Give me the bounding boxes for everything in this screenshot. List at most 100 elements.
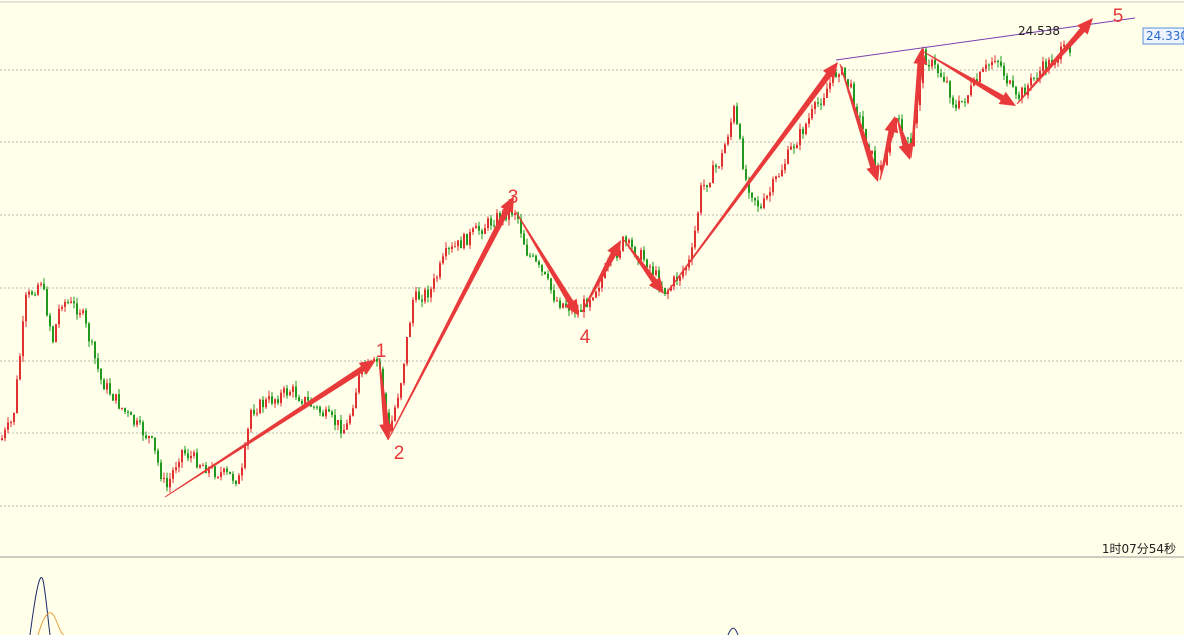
candle-body: [382, 368, 384, 394]
candle-body: [82, 310, 84, 313]
wave-arrows: [164, 18, 1093, 498]
candle-body: [817, 102, 819, 104]
arrow: [839, 63, 880, 182]
candle-body: [19, 356, 21, 380]
candle-body: [451, 246, 453, 250]
candle-body: [712, 165, 714, 184]
candle-body: [958, 100, 960, 109]
candle-body: [1021, 87, 1023, 99]
candle-body: [418, 291, 420, 300]
candle-body: [7, 422, 9, 430]
candle-body: [634, 247, 636, 257]
candle-body: [460, 240, 462, 249]
candle-body: [322, 412, 324, 417]
candle-body: [910, 138, 912, 147]
candle-body: [805, 123, 807, 135]
candle-body: [685, 267, 687, 271]
candle-body: [967, 95, 969, 103]
candle-body: [115, 394, 117, 401]
candle-body: [472, 228, 474, 232]
candle-body: [760, 206, 762, 208]
candle-body: [181, 449, 183, 463]
candle-body: [331, 411, 333, 415]
candle-body: [235, 480, 237, 484]
candle-body: [130, 412, 132, 415]
candle-body: [700, 185, 702, 213]
candle-body: [1048, 59, 1050, 71]
candle-body: [673, 276, 675, 287]
candle-body: [964, 101, 966, 103]
candle-body: [268, 396, 270, 400]
candle-body: [655, 270, 657, 275]
candle-body: [925, 49, 927, 65]
candle-body: [496, 213, 498, 227]
candle-body: [766, 195, 768, 199]
candle-body: [427, 289, 429, 298]
candle-body: [961, 100, 963, 102]
candle-body: [196, 452, 198, 468]
candle-body: [556, 300, 558, 302]
candle-body: [727, 136, 729, 145]
candle-body: [373, 358, 375, 361]
candle-body: [232, 473, 234, 481]
candle-body: [178, 462, 180, 468]
candle-body: [865, 128, 867, 145]
candle-body: [274, 399, 276, 404]
candle-body: [928, 64, 930, 67]
arrow: [879, 116, 899, 181]
candle-body: [205, 465, 207, 474]
candle-body: [442, 256, 444, 264]
candle-body: [652, 266, 654, 275]
candle-body: [25, 294, 27, 322]
candle-body: [376, 358, 378, 362]
candle-body: [487, 218, 489, 228]
candle-body: [784, 163, 786, 171]
candle-body: [223, 468, 225, 473]
candle-body: [160, 462, 162, 480]
candle-body: [598, 287, 600, 292]
candle-body: [898, 118, 900, 120]
candle-body: [4, 429, 6, 439]
candle-body: [304, 396, 306, 404]
candle-body: [856, 106, 858, 116]
arrow: [923, 51, 1016, 106]
candle-body: [976, 79, 978, 82]
candle-body: [751, 192, 753, 198]
candle-body: [46, 289, 48, 316]
candle-body: [880, 165, 882, 171]
indicator-curve: [727, 627, 739, 635]
candle-body: [1012, 80, 1014, 87]
candle-body: [151, 436, 153, 438]
candle-body: [1030, 77, 1032, 86]
candle-body: [16, 379, 18, 413]
candle-body: [157, 450, 159, 463]
candle-body: [778, 176, 780, 178]
candle-body: [49, 315, 51, 327]
candle-body: [901, 119, 903, 138]
candle-body: [127, 411, 129, 413]
candle-body: [457, 240, 459, 247]
candle-body: [934, 59, 936, 65]
candle-body: [748, 179, 750, 193]
candle-body: [325, 409, 327, 417]
candle-body: [520, 218, 522, 234]
candle-body: [682, 270, 684, 277]
candle-body: [1006, 75, 1008, 84]
candle-body: [394, 407, 396, 421]
candle-body: [403, 363, 405, 384]
candle-body: [694, 230, 696, 248]
candle-body: [835, 72, 837, 77]
candle-body: [124, 407, 126, 412]
candle-body: [469, 231, 471, 246]
candle-body: [193, 452, 195, 456]
candle-body: [796, 145, 798, 149]
candle-body: [481, 230, 483, 234]
candle-body: [553, 290, 555, 301]
candle-body: [112, 394, 114, 401]
candle-body: [1018, 94, 1020, 99]
candle-body: [31, 291, 33, 295]
arrow: [623, 239, 664, 294]
candle-body: [985, 64, 987, 69]
candle-body: [199, 465, 201, 468]
candle-body: [829, 82, 831, 89]
